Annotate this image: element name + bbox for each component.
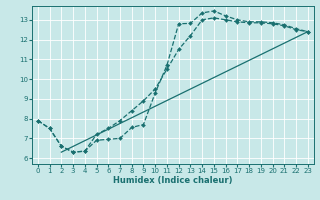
- X-axis label: Humidex (Indice chaleur): Humidex (Indice chaleur): [113, 176, 233, 185]
